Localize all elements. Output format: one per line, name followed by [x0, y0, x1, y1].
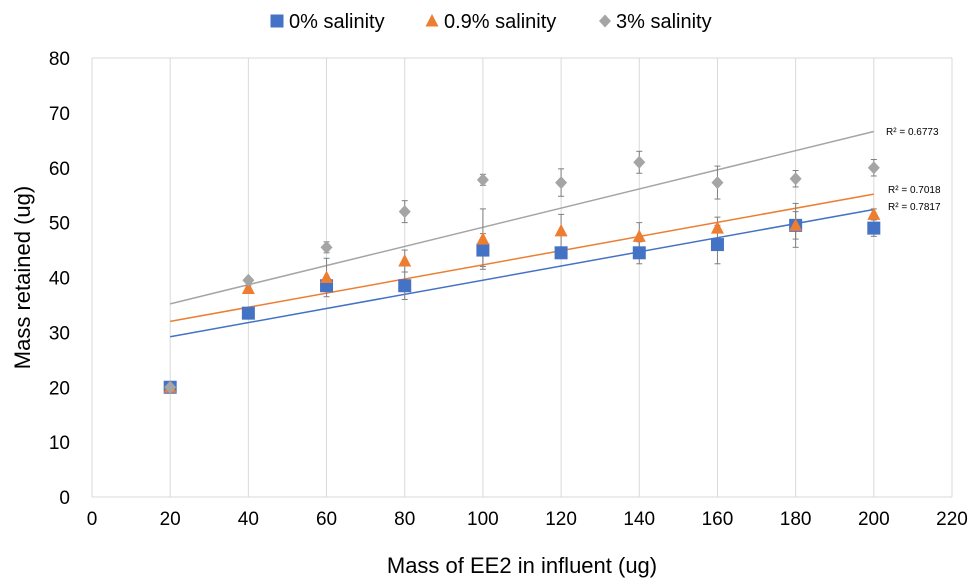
x-tick-label: 140	[623, 509, 655, 530]
trendline	[170, 193, 874, 323]
triangle-point	[710, 221, 724, 234]
y-tick-label: 10	[49, 433, 70, 454]
x-tick-label: 20	[160, 509, 181, 530]
x-tick-label: 200	[858, 509, 890, 530]
square-point	[867, 221, 881, 235]
diamond-point	[242, 273, 255, 287]
square-point	[554, 246, 568, 260]
legend-square-icon	[270, 14, 284, 28]
triangle-point	[241, 281, 255, 294]
x-tick-label: 220	[936, 509, 968, 530]
axes: 0 20 40 60 80 100 120 140 160 180 200 220 0 10 20 30 40 5…	[49, 49, 968, 530]
x-tick-label: 80	[394, 509, 415, 530]
y-axis-title: Mass retained (ug)	[10, 186, 35, 369]
y-tick-label: 30	[49, 323, 70, 344]
data-points	[163, 155, 881, 394]
diamond-point	[633, 155, 646, 169]
triangle-point	[320, 270, 334, 283]
y-tick-label: 0	[59, 488, 70, 509]
x-tick-label: 120	[545, 509, 577, 530]
y-tick-label: 20	[49, 378, 70, 399]
diamond-point	[867, 161, 880, 175]
x-tick-label: 40	[238, 509, 259, 530]
legend: 0% salinity 0.9% salinity 3% salinity	[270, 11, 712, 33]
square-point	[632, 246, 646, 260]
r2-label: R² = 0.7018	[888, 185, 941, 196]
diamond-point	[164, 380, 177, 394]
triangle-point	[476, 232, 490, 245]
square-point	[241, 306, 255, 320]
diamond-point	[320, 240, 333, 254]
legend-label: 0.9% salinity	[444, 11, 556, 33]
square-point	[476, 243, 490, 257]
legend-diamond-icon	[599, 14, 611, 28]
x-tick-label: 0	[87, 509, 98, 530]
triangle-point	[398, 254, 412, 267]
x-axis-title: Mass of EE2 in influent (ug)	[387, 553, 657, 578]
trendline	[170, 208, 874, 338]
y-tick-label: 40	[49, 269, 70, 290]
r2-labels: R² = 0.7817 R² = 0.7018 R² = 0.6773	[886, 127, 941, 213]
diamond-point	[398, 205, 411, 219]
diamond-point	[555, 176, 568, 190]
square-point	[710, 238, 724, 252]
grid-lines	[92, 57, 953, 497]
square-point	[398, 279, 412, 293]
r2-label: R² = 0.6773	[886, 127, 939, 138]
r2-label: R² = 0.7817	[888, 202, 941, 213]
triangle-point	[867, 207, 881, 220]
x-tick-label: 100	[467, 509, 499, 530]
triangle-point	[632, 229, 646, 242]
legend-label: 3% salinity	[616, 11, 712, 33]
diamond-point	[476, 173, 489, 187]
diamond-point	[789, 172, 802, 186]
x-tick-label: 160	[702, 509, 734, 530]
x-tick-label: 60	[316, 509, 337, 530]
y-tick-label: 50	[49, 214, 70, 235]
trendline	[170, 130, 874, 305]
y-tick-label: 80	[49, 49, 70, 70]
legend-triangle-icon	[425, 14, 439, 27]
diamond-point	[711, 176, 724, 190]
y-tick-label: 60	[49, 159, 70, 180]
x-tick-label: 180	[780, 509, 812, 530]
triangle-point	[554, 223, 568, 237]
legend-label: 0% salinity	[289, 11, 385, 33]
triangle-point	[789, 218, 803, 231]
y-tick-label: 70	[49, 104, 70, 125]
trendlines	[170, 130, 874, 338]
